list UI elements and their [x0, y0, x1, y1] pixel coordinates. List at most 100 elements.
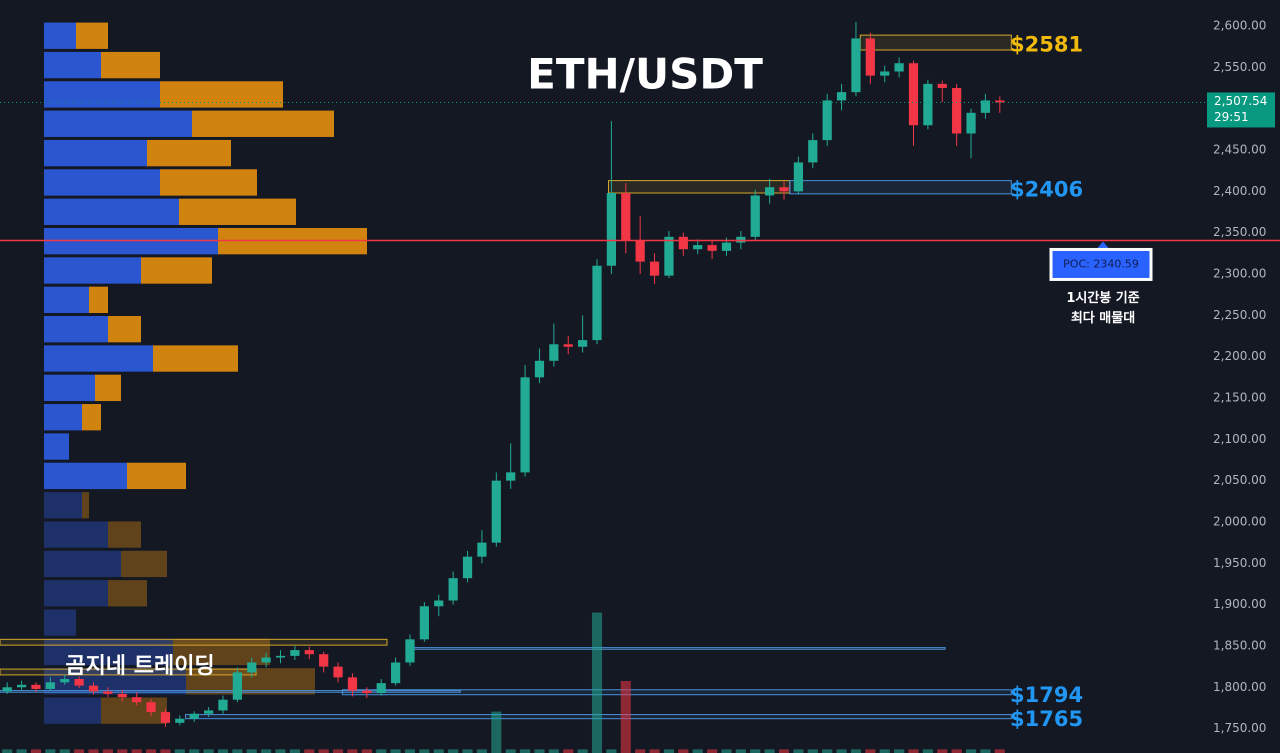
profile-sell: [160, 169, 257, 196]
candle-body: [434, 600, 444, 607]
volume-bar: [635, 749, 646, 753]
profile-sell: [186, 668, 315, 695]
y-tick-label: 2,300.00: [1213, 267, 1266, 281]
volume-bar: [74, 749, 85, 753]
volume-bar: [922, 749, 933, 753]
candle-body: [865, 38, 875, 76]
profile-sell: [76, 22, 108, 49]
price-zone: [859, 34, 1012, 51]
volume-bar: [476, 749, 487, 753]
profile-sell: [108, 580, 147, 607]
poc-label: POC: 2340.59: [1063, 257, 1139, 270]
candle-body: [678, 236, 688, 250]
y-tick-label: 1,950.00: [1213, 556, 1266, 570]
volume-bar: [850, 749, 861, 753]
profile-buy: [44, 462, 127, 490]
volume-bar: [649, 749, 660, 753]
volume-bar: [232, 749, 243, 753]
profile-sell: [82, 492, 89, 519]
candles: [2, 21, 1005, 727]
candle-body: [232, 672, 242, 700]
candle-body: [60, 679, 70, 683]
candle-body: [966, 112, 976, 134]
volume-bar: [994, 749, 1005, 753]
volume-bar: [577, 749, 588, 753]
volume-bar: [606, 749, 617, 753]
volume-bar: [131, 749, 142, 753]
volume-bar: [663, 749, 674, 753]
volume-bar: [750, 749, 761, 753]
volume-bar: [117, 749, 128, 753]
volume-bar: [534, 749, 545, 753]
last-price: 2,507.54: [1214, 94, 1267, 108]
profile-buy: [44, 81, 160, 108]
volume-bar: [735, 749, 746, 753]
volume-bar: [2, 749, 13, 753]
candle-body: [851, 38, 861, 93]
candle-body: [649, 261, 660, 276]
candle-body: [908, 63, 919, 126]
candle-body: [462, 556, 473, 579]
candle-body: [132, 697, 142, 703]
profile-sell: [127, 462, 186, 490]
volume-bar: [822, 749, 833, 753]
candle-body: [491, 480, 501, 543]
profile-sell: [173, 638, 270, 666]
poc-note: 최다 매물대: [1071, 310, 1135, 326]
volume-bar: [491, 711, 502, 753]
price-zone: [789, 180, 1012, 195]
profile-buy: [44, 110, 192, 137]
volume-bar: [376, 749, 387, 753]
candle-body: [477, 542, 487, 557]
volume-bar: [16, 749, 27, 753]
countdown: 29:51: [1214, 110, 1249, 124]
candle-body: [333, 666, 343, 678]
volume-bar: [448, 749, 459, 753]
profile-sell: [179, 198, 296, 225]
y-tick-label: 2,100.00: [1213, 432, 1266, 446]
volume-bar: [778, 749, 790, 753]
candle-body: [275, 655, 286, 658]
candle-body: [707, 245, 717, 251]
level-label: $1765: [1010, 707, 1083, 731]
y-tick-label: 2,150.00: [1213, 390, 1266, 404]
volume-bar: [563, 749, 574, 753]
candle-body: [419, 606, 429, 640]
price-zone: [412, 647, 946, 650]
volume-bar: [189, 749, 200, 753]
volume-bar: [361, 749, 372, 753]
candle-body: [160, 712, 171, 723]
profile-sell: [82, 404, 101, 431]
volume: [2, 612, 1005, 753]
candle-body: [808, 140, 818, 163]
y-tick-label: 2,200.00: [1213, 349, 1266, 363]
candle-body: [592, 265, 602, 341]
volume-bar: [764, 749, 775, 753]
volume-bar: [793, 749, 804, 753]
volume-bar: [836, 749, 847, 753]
profile-buy: [44, 345, 153, 372]
volume-bar: [217, 749, 229, 753]
volume-bar: [980, 749, 991, 753]
candle-body: [88, 685, 99, 692]
volume-bar: [433, 749, 444, 753]
volume-bar: [261, 749, 272, 753]
price-zone: [608, 180, 791, 194]
candle-body: [520, 377, 530, 473]
volume-bar: [548, 749, 559, 753]
candle-body: [736, 236, 746, 243]
level-label: $2406: [1010, 177, 1083, 201]
candle-body: [779, 187, 789, 192]
volume-bar: [807, 749, 818, 753]
y-tick-label: 2,400.00: [1213, 184, 1266, 198]
candle-body: [923, 83, 933, 126]
candle-body: [261, 657, 271, 663]
candle-body: [822, 100, 832, 141]
profile-buy: [44, 257, 141, 284]
volume-bar: [347, 749, 358, 753]
profile-buy: [44, 697, 101, 724]
poc-box: [1049, 247, 1153, 281]
profile-buy: [44, 580, 108, 607]
y-tick-label: 2,350.00: [1213, 225, 1266, 239]
